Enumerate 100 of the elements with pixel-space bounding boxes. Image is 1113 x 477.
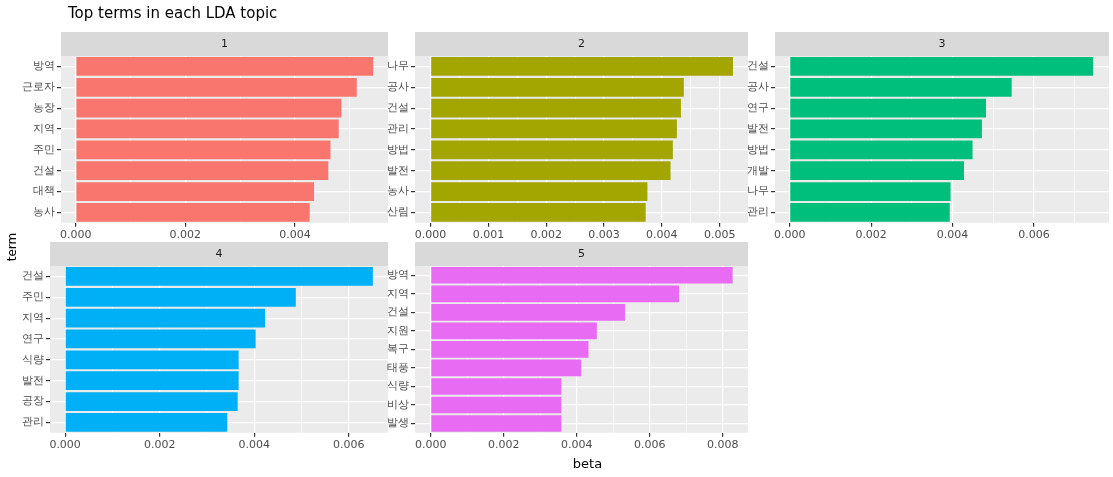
y-tick-label: 건설 bbox=[33, 163, 55, 177]
y-tick-label: 건설 bbox=[387, 100, 409, 114]
y-tick-label: 지역 bbox=[33, 121, 55, 135]
bar bbox=[65, 412, 228, 432]
y-tick-label: 비상 bbox=[387, 397, 409, 411]
y-tick-label: 공장 bbox=[22, 394, 44, 408]
x-tick-label: 0.000 bbox=[49, 438, 81, 452]
chart-title: Top terms in each LDA topic bbox=[68, 4, 278, 22]
bar bbox=[431, 182, 648, 201]
bar bbox=[431, 77, 684, 97]
bar bbox=[431, 98, 681, 118]
y-tick-label: 발전 bbox=[22, 373, 44, 387]
chart-subtitle: 5 bbox=[578, 246, 585, 260]
y-tick-label: 관리 bbox=[387, 121, 409, 135]
bar bbox=[76, 161, 329, 181]
bar bbox=[76, 119, 339, 139]
x-tick-label: 0.006 bbox=[1018, 228, 1050, 242]
y-tick-label: 농장 bbox=[33, 100, 55, 114]
y-tick-label: 나무 bbox=[747, 184, 769, 198]
y-tick-label: 근로자 bbox=[22, 80, 55, 94]
y-tick-label: 건설 bbox=[387, 305, 409, 319]
bar bbox=[431, 396, 562, 414]
chart-subtitle: 3 bbox=[938, 36, 946, 50]
x-tick-label: 0.002 bbox=[530, 228, 562, 242]
bar bbox=[431, 303, 625, 321]
bar bbox=[76, 77, 357, 97]
bar bbox=[790, 161, 964, 181]
y-tick-label: 발전 bbox=[747, 121, 769, 135]
bar bbox=[790, 182, 951, 201]
bar bbox=[76, 98, 342, 118]
y-tick-label: 방역 bbox=[33, 59, 55, 73]
y-axis-title: term bbox=[5, 232, 20, 262]
y-tick-label: 복구 bbox=[387, 342, 409, 356]
bar bbox=[790, 119, 982, 139]
x-tick-label: 0.004 bbox=[936, 228, 969, 242]
bar bbox=[65, 329, 256, 349]
y-tick-label: 연구 bbox=[747, 100, 769, 114]
y-tick-label: 주민 bbox=[22, 290, 44, 304]
x-tick-label: 0.002 bbox=[487, 438, 520, 452]
x-tick-label: 0.004 bbox=[561, 438, 593, 452]
x-tick-label: 0.004 bbox=[238, 438, 270, 452]
y-tick-label: 방역 bbox=[387, 268, 409, 282]
y-tick-label: 건설 bbox=[22, 269, 44, 283]
x-tick-label: 0.004 bbox=[646, 228, 678, 242]
y-tick-label: 식량 bbox=[22, 352, 44, 366]
x-tick-label: 0.000 bbox=[773, 228, 806, 242]
y-tick-label: 방법 bbox=[387, 142, 409, 156]
bar bbox=[431, 415, 562, 432]
y-tick-label: 농사 bbox=[33, 205, 55, 219]
y-tick-label: 건설 bbox=[747, 59, 769, 73]
y-tick-label: 발생 bbox=[387, 416, 409, 430]
x-tick-label: 0.002 bbox=[169, 228, 202, 242]
bar bbox=[431, 119, 677, 139]
x-tick-label: 0.000 bbox=[414, 228, 447, 242]
x-tick-label: 0.002 bbox=[143, 438, 176, 452]
bar bbox=[431, 359, 582, 377]
bar bbox=[431, 161, 671, 181]
bar bbox=[76, 140, 331, 160]
x-tick-label: 0.005 bbox=[703, 228, 736, 242]
y-tick-label: 발전 bbox=[387, 163, 409, 177]
y-tick-label: 주민 bbox=[33, 142, 55, 156]
bar bbox=[65, 308, 266, 328]
y-tick-label: 연구 bbox=[22, 331, 44, 345]
x-tick-label: 0.001 bbox=[472, 228, 505, 242]
y-tick-label: 지원 bbox=[387, 323, 409, 337]
y-tick-label: 공사 bbox=[387, 80, 409, 94]
x-tick-label: 0.002 bbox=[855, 228, 887, 242]
bar bbox=[76, 182, 315, 201]
x-tick-label: 0.003 bbox=[588, 228, 620, 242]
x-tick-label: 0.008 bbox=[707, 438, 739, 452]
x-tick-label: 0.006 bbox=[333, 438, 365, 452]
bar bbox=[790, 98, 986, 118]
bar bbox=[790, 77, 1012, 97]
bar bbox=[76, 202, 310, 222]
x-tick-label: 0.000 bbox=[414, 438, 447, 452]
y-tick-label: 개발 bbox=[747, 163, 769, 177]
y-tick-label: 농사 bbox=[387, 184, 409, 198]
bar bbox=[790, 202, 950, 222]
bar bbox=[431, 378, 562, 395]
y-tick-label: 산림 bbox=[387, 205, 409, 219]
x-tick-label: 0.000 bbox=[60, 228, 92, 242]
y-tick-label: 방법 bbox=[747, 142, 769, 156]
y-tick-label: 지역 bbox=[22, 310, 44, 324]
bar bbox=[431, 341, 589, 358]
bar bbox=[790, 140, 973, 160]
bar bbox=[431, 202, 646, 222]
chart-subtitle: 2 bbox=[578, 36, 585, 50]
y-tick-label: 대책 bbox=[33, 184, 55, 198]
bar bbox=[65, 392, 238, 411]
bar bbox=[431, 140, 673, 160]
y-tick-label: 나무 bbox=[387, 59, 409, 73]
chart-subtitle: 1 bbox=[221, 36, 228, 50]
chart-subtitle: 4 bbox=[215, 246, 223, 260]
y-tick-label: 지역 bbox=[387, 286, 409, 300]
y-tick-label: 관리 bbox=[747, 205, 769, 219]
bar bbox=[65, 371, 239, 391]
x-tick-label: 0.006 bbox=[634, 438, 666, 452]
x-axis-title: beta bbox=[571, 456, 604, 471]
bar bbox=[431, 322, 597, 340]
bar bbox=[65, 350, 239, 370]
